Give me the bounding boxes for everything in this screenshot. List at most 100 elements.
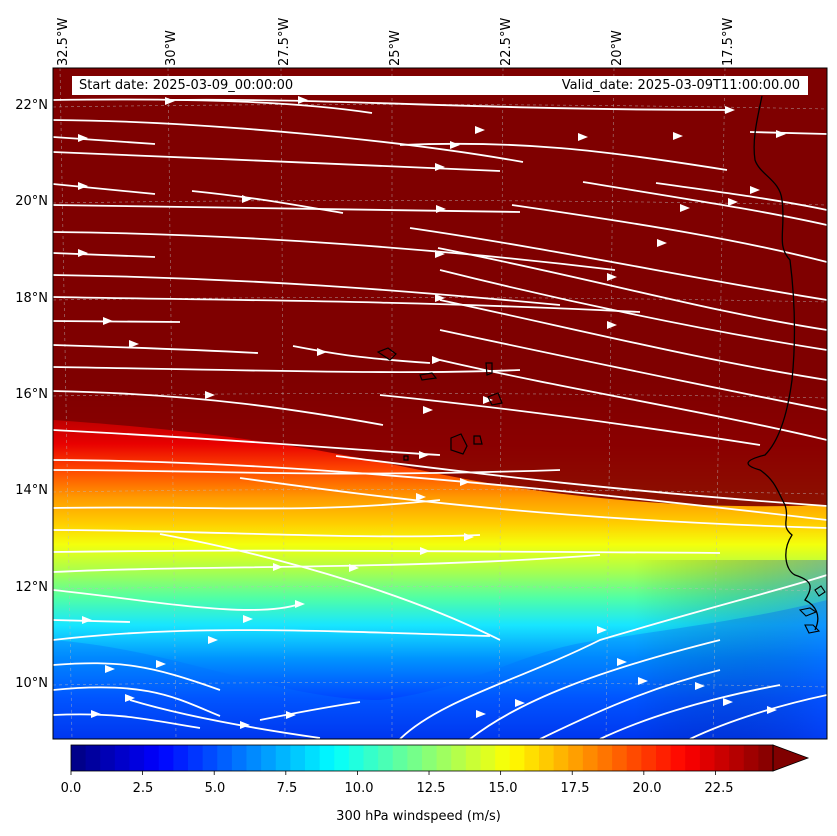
- flow-arrow: [435, 294, 445, 302]
- colorbar-segment: [319, 745, 335, 771]
- coastlines: [376, 95, 826, 634]
- streamline: [159, 533, 501, 641]
- flow-arrow: [578, 133, 588, 141]
- streamline: [53, 390, 384, 426]
- colorbar-title: 300 hPa windspeed (m/s): [336, 809, 501, 824]
- colorbar-segment: [188, 745, 204, 771]
- lat-tick-label: 12°N: [15, 580, 48, 595]
- flow-arrow: [208, 636, 218, 644]
- lat-tick-label: 10°N: [15, 676, 48, 691]
- colorbar-segment: [539, 745, 555, 771]
- streamline: [129, 699, 321, 739]
- lon-tick-label: 25°W: [388, 30, 403, 66]
- flow-arrow: [125, 694, 135, 702]
- streamline: [53, 529, 481, 538]
- flow-arrow: [483, 396, 493, 404]
- flow-arrow: [242, 195, 252, 203]
- valid-date-label: Valid_date: 2025-03-09T11:00:00.00: [561, 78, 800, 93]
- colorbar-segment: [597, 745, 613, 771]
- lon-tick-label: 17.5°W: [721, 17, 736, 66]
- colorbar-tick-label: 10.0: [344, 781, 374, 796]
- streamline: [53, 252, 156, 258]
- flow-arrow: [420, 547, 430, 555]
- colorbar-segment: [392, 745, 408, 771]
- flow-arrow: [349, 564, 359, 572]
- colorbar-segment: [305, 745, 321, 771]
- cape-verde-islands: [376, 347, 503, 461]
- streamline: [439, 299, 827, 381]
- colorbar-segment: [612, 745, 628, 771]
- colorbar-segment: [231, 745, 247, 771]
- colorbar-segment: [100, 745, 116, 771]
- streamline: [259, 701, 361, 721]
- streamline: [53, 98, 373, 114]
- streamline: [53, 151, 501, 172]
- flow-arrow: [728, 198, 738, 206]
- streamline: [169, 98, 728, 111]
- flow-arrow: [240, 721, 250, 729]
- flow-arrow: [78, 249, 88, 257]
- streamline: [335, 455, 827, 507]
- flow-arrow: [464, 533, 474, 541]
- colorbar-tick-label: 20.0: [632, 781, 662, 796]
- streamline: [439, 329, 827, 411]
- streamline: [53, 499, 441, 510]
- colorbar-tick-label: 12.5: [416, 781, 446, 796]
- flow-arrow: [673, 132, 683, 140]
- colorbar: [70, 744, 810, 775]
- lon-tick-label: 27.5°W: [277, 17, 292, 66]
- colorbar-segment: [158, 745, 174, 771]
- streamline: [539, 669, 721, 739]
- flow-arrow: [298, 96, 308, 104]
- date-header: Start date: 2025-03-09_00:00:00 Valid_da…: [72, 76, 808, 95]
- meridian-gridline: [280, 68, 286, 739]
- colorbar-segment: [71, 745, 87, 771]
- streamline: [399, 574, 827, 739]
- colorbar-tick-label: 22.5: [704, 781, 734, 796]
- streamline: [292, 345, 431, 364]
- flow-arrow: [607, 273, 617, 281]
- colorbar-segment: [656, 745, 672, 771]
- flow-arrow: [273, 563, 283, 571]
- colorbar-tick-label: 2.5: [132, 781, 154, 796]
- lat-tick-label: 16°N: [15, 387, 48, 402]
- flow-arrow: [476, 710, 486, 718]
- streamline: [53, 469, 561, 475]
- streamline: [53, 366, 521, 374]
- streamline: [53, 320, 181, 323]
- meridian-gridline: [167, 68, 177, 739]
- meridian-gridline: [605, 68, 615, 739]
- colorbar-segment: [451, 745, 467, 771]
- flow-arrow: [723, 698, 733, 706]
- colorbar-segment: [743, 745, 759, 771]
- streamline: [53, 713, 201, 729]
- streamline: [749, 131, 827, 135]
- streamline: [409, 227, 827, 301]
- flow-arrow: [91, 710, 101, 718]
- flow-arrow: [205, 391, 215, 399]
- flow-arrow: [82, 616, 92, 624]
- streamline: [53, 429, 441, 456]
- flow-arrow: [475, 126, 485, 134]
- streamline: [439, 269, 827, 351]
- flow-arrow: [776, 130, 786, 138]
- flow-arrow: [450, 141, 460, 149]
- flow-arrow: [419, 451, 429, 459]
- colorbar-segment: [202, 745, 218, 771]
- lon-tick-label: 30°W: [164, 30, 179, 66]
- colorbar-segment: [495, 745, 511, 771]
- flow-arrow: [103, 317, 113, 325]
- flow-arrow: [515, 699, 525, 707]
- colorbar-segment: [758, 745, 774, 771]
- streamline: [53, 686, 221, 717]
- flow-arrow: [165, 97, 175, 105]
- streamline: [53, 662, 221, 691]
- streamline: [53, 554, 601, 573]
- flow-arrow: [435, 250, 445, 258]
- lat-tick-label: 14°N: [15, 483, 48, 498]
- colorbar-segment: [568, 745, 584, 771]
- streamline: [239, 477, 827, 529]
- colorbar-segment: [85, 745, 101, 771]
